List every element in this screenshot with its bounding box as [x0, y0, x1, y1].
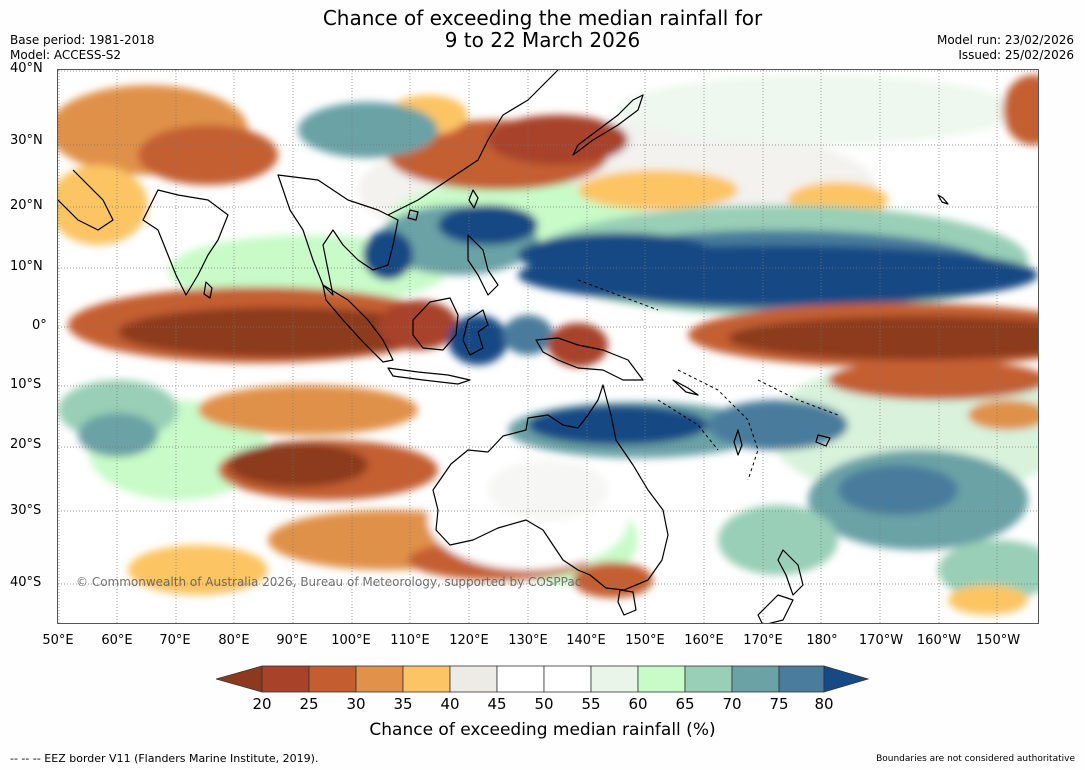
taiwan-coastline [468, 189, 479, 209]
lon-label: 150°E [625, 633, 665, 648]
colorbar [216, 665, 870, 693]
lon-label: 170°E [743, 633, 783, 648]
model-run: Model run: 23/02/2026 [936, 33, 1074, 47]
boundaries-disclaimer: Boundaries are not considered authoritat… [876, 754, 1075, 764]
vanuatu-coastline [733, 429, 743, 456]
australia-coastline [432, 384, 669, 591]
lon-label: 160°W [916, 633, 962, 648]
lat-label: 10°S [10, 377, 42, 392]
rainfall-probability-field [58, 75, 1038, 615]
china-coastline [387, 70, 559, 216]
lon-label: 170°W [858, 633, 904, 648]
hawaii-coastline [937, 194, 949, 205]
colorbar-swatch [590, 665, 639, 693]
lon-label: 130°E [508, 633, 548, 648]
colorbar-tick: 80 [814, 695, 834, 713]
lon-label: 80°E [218, 633, 250, 648]
arabia-coastline [58, 169, 114, 231]
colorbar-swatch-below-20 [216, 665, 263, 693]
colorbar-swatch [449, 665, 498, 693]
colorbar-swatch [731, 665, 780, 693]
eez-borders [577, 279, 839, 481]
colorbar-tick: 70 [722, 695, 742, 713]
java-coastline [387, 367, 471, 385]
sri-lanka-coastline [203, 281, 213, 299]
graticule [58, 70, 1038, 623]
lat-label: 10°N [10, 259, 43, 274]
lat-label: 40°S [10, 575, 42, 590]
title-line-1: Chance of exceeding the median rainfall … [322, 6, 763, 30]
lon-label: 60°E [101, 633, 133, 648]
lon-label: 140°E [566, 633, 606, 648]
colorbar-tick: 50 [534, 695, 554, 713]
solomon-islands-coastline [672, 379, 699, 396]
new-zealand-north-coastline [777, 549, 804, 596]
colorbar-title: Chance of exceeding median rainfall (%) [369, 720, 716, 740]
borneo-coastline [412, 297, 459, 351]
colorbar-tick: 20 [252, 695, 272, 713]
colorbar-tick: 35 [393, 695, 413, 713]
colorbar-tick: 55 [581, 695, 601, 713]
colorbar-tick: 60 [628, 695, 648, 713]
hainan-coastline [407, 209, 419, 221]
map-panel [57, 69, 1039, 624]
tasmania-coastline [617, 589, 637, 616]
fiji-coastline [815, 434, 831, 447]
colorbar-swatch [778, 665, 825, 693]
colorbar-swatch [261, 665, 310, 693]
colorbar-tick: 40 [440, 695, 460, 713]
lat-label: 30°N [10, 133, 43, 148]
title-line-2: 9 to 22 March 2026 [444, 28, 641, 52]
model-name: Model: ACCESS-S2 [10, 48, 122, 62]
lat-label: 0° [32, 318, 47, 333]
new-guinea-coastline [535, 337, 644, 381]
lon-label: 100°E [331, 633, 371, 648]
lon-label: 70°E [159, 633, 191, 648]
india-coastline [142, 189, 229, 296]
colorbar-swatch [402, 665, 451, 693]
philippines-coastline [467, 234, 499, 296]
eez-legend-note: -- -- -- EEZ border V11 (Flanders Marine… [10, 752, 319, 765]
lon-label: 90°E [276, 633, 308, 648]
lat-label: 20°S [10, 437, 42, 452]
lon-label: 180° [806, 633, 838, 648]
colorbar-swatch [684, 665, 733, 693]
japan-coastline [572, 94, 644, 156]
indochina-coastline [277, 174, 399, 296]
probability-map [58, 70, 1038, 623]
base-period: Base period: 1981-2018 [10, 33, 155, 47]
colorbar-tick: 30 [346, 695, 366, 713]
lat-label: 40°N [10, 61, 43, 76]
sumatra-coastline [322, 284, 394, 363]
colorbar-swatch [543, 665, 592, 693]
lon-label: 110°E [390, 633, 430, 648]
colorbar-swatch-above-80 [823, 665, 870, 693]
new-zealand-south-coastline [757, 594, 794, 623]
colorbar-tick: 65 [675, 695, 695, 713]
copyright-notice: © Commonwealth of Australia 2026, Bureau… [76, 575, 582, 589]
lon-label: 150°W [975, 633, 1021, 648]
lon-label: 160°E [684, 633, 724, 648]
lat-label: 30°S [10, 503, 42, 518]
issued-date: Issued: 25/02/2026 [958, 48, 1074, 62]
lon-label: 50°E [42, 633, 74, 648]
lon-label: 120°E [449, 633, 489, 648]
colorbar-tick: 25 [299, 695, 319, 713]
colorbar-tick: 45 [487, 695, 507, 713]
colorbar-tick: 75 [769, 695, 789, 713]
colorbar-swatch [355, 665, 404, 693]
colorbar-swatch [496, 665, 545, 693]
colorbar-swatch [637, 665, 686, 693]
colorbar-swatch [308, 665, 357, 693]
sulawesi-coastline [462, 309, 489, 356]
coastlines [58, 70, 949, 623]
lat-label: 20°N [10, 198, 43, 213]
